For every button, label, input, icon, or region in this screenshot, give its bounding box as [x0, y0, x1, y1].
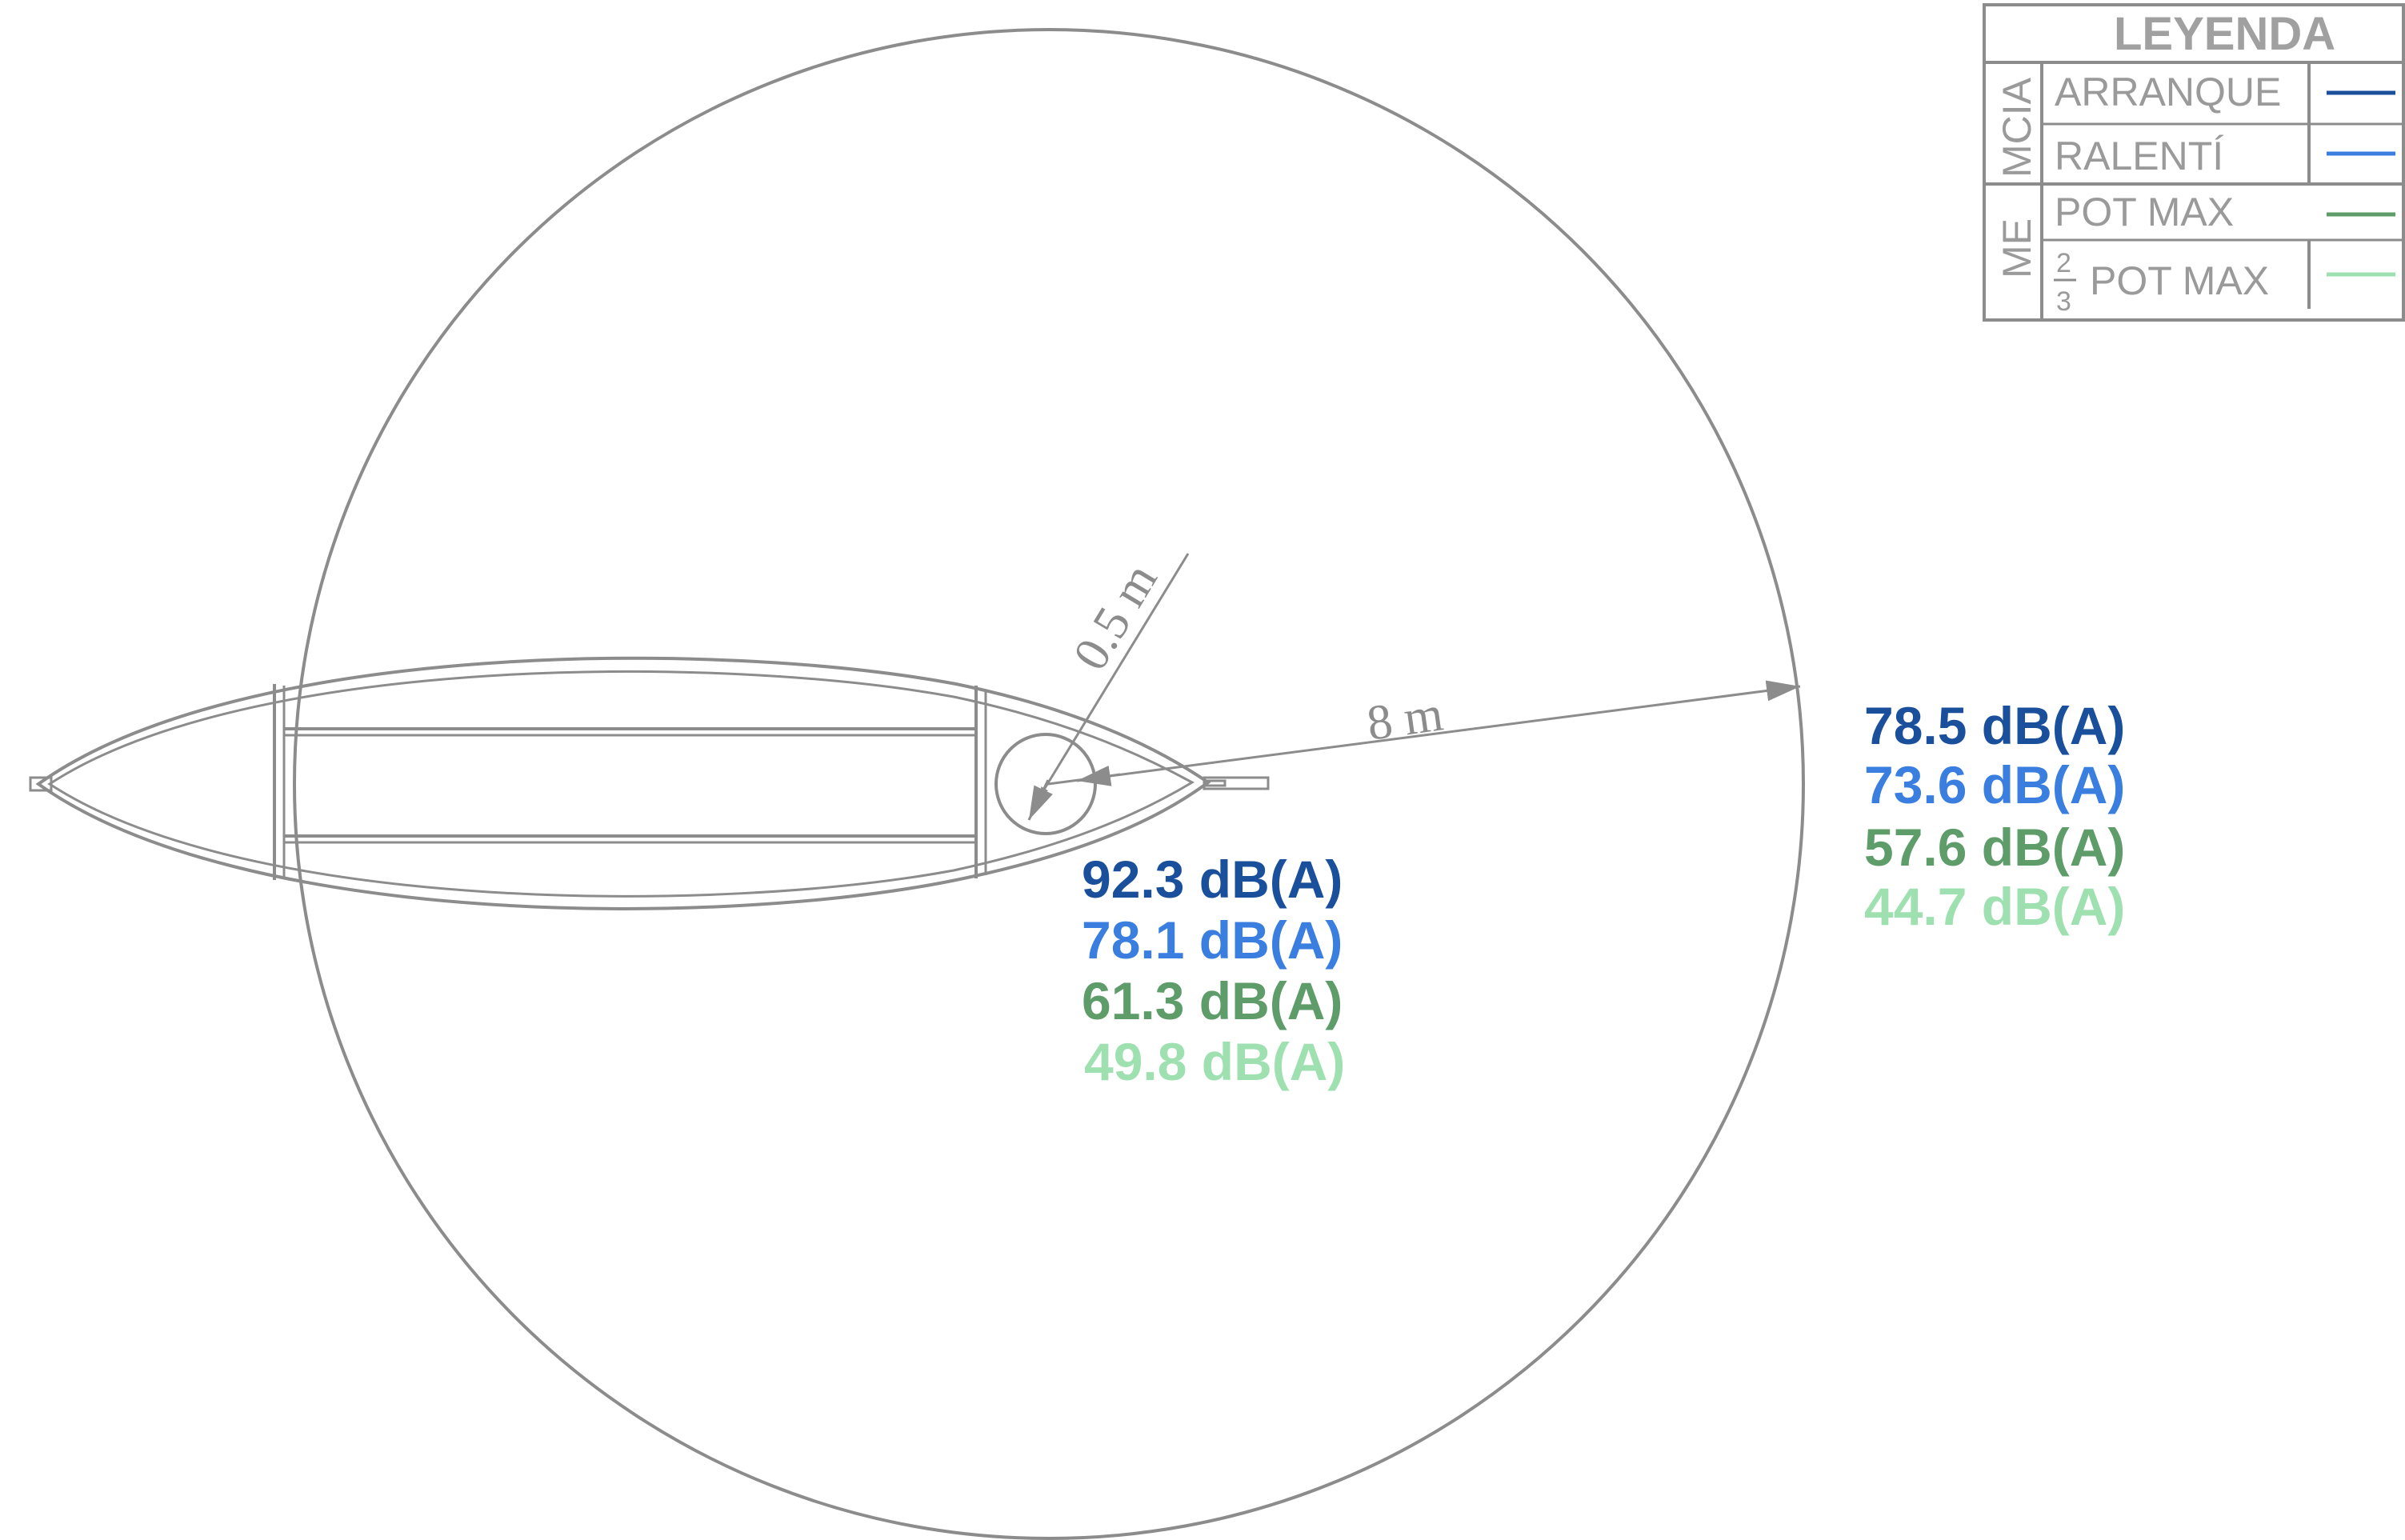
boat-cockpit [273, 684, 987, 880]
near-level-two-thirds-pot-max: 49.8 dB(A) [1084, 1032, 1345, 1091]
far-levels: 78.5 dB(A) 73.6 dB(A) 57.6 dB(A) 44.7 dB… [1864, 696, 2125, 936]
legend-fraction-den: 3 [2056, 286, 2071, 317]
legend-title: LEYENDA [2114, 8, 2335, 60]
far-level-pot-max: 57.6 dB(A) [1864, 818, 2125, 877]
legend-label-arranque: ARRANQUE [2055, 70, 2281, 114]
far-level-two-thirds-pot-max: 44.7 dB(A) [1864, 877, 2125, 936]
legend: LEYENDA MCIA ME ARRANQUE RALENTÍ POT MAX… [1983, 3, 2405, 322]
boat-hull [29, 656, 1270, 910]
near-radius-dimension: 0.5 m [1027, 553, 1190, 821]
near-level-arranque: 92.3 dB(A) [1082, 850, 1343, 909]
far-level-arranque: 78.5 dB(A) [1864, 696, 2125, 755]
legend-group-mcia: MCIA [1995, 77, 2039, 178]
far-radius-dimension: 8 m [1047, 680, 1801, 786]
legend-label-pot-max: POT MAX [2055, 190, 2234, 234]
near-level-ralenti: 78.1 dB(A) [1082, 910, 1343, 970]
near-levels: 92.3 dB(A) 78.1 dB(A) 61.3 dB(A) 49.8 dB… [1082, 850, 1345, 1091]
far-radius-label: 8 m [1363, 686, 1446, 751]
legend-group-me: ME [1995, 218, 2039, 278]
far-level-ralenti: 73.6 dB(A) [1864, 755, 2125, 814]
near-radius-label: 0.5 m [1063, 554, 1168, 679]
far-field-circle [293, 28, 1805, 1540]
near-level-pot-max: 61.3 dB(A) [1082, 971, 1343, 1030]
legend-label-two-thirds-pot-max: POT MAX [2090, 258, 2269, 303]
legend-fraction-num: 2 [2056, 248, 2071, 278]
legend-label-ralenti: RALENTÍ [2055, 134, 2223, 178]
